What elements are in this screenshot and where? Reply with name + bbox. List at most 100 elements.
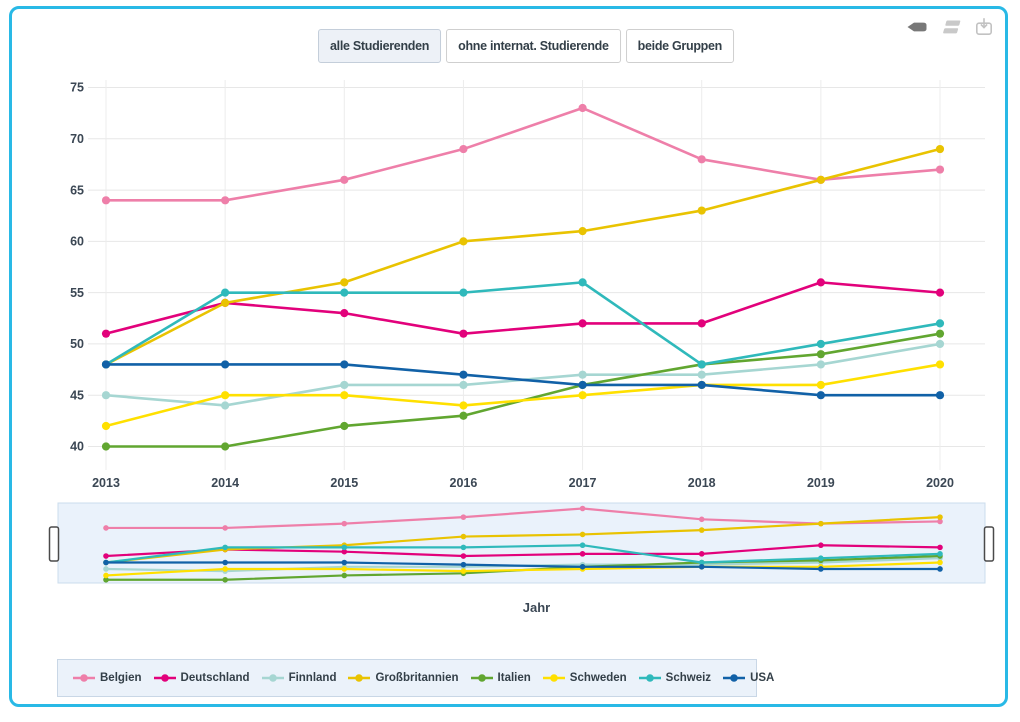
- data-point[interactable]: [578, 370, 587, 379]
- data-point[interactable]: [221, 196, 230, 205]
- view-button-ohne-internat-studierende[interactable]: ohne internat. Studierende: [446, 29, 621, 63]
- view-button-alle-studierenden[interactable]: alle Studierenden: [318, 29, 442, 63]
- x-axis-tick-label: 2015: [330, 476, 358, 490]
- navigator-data-point: [103, 525, 109, 531]
- data-point[interactable]: [935, 391, 945, 400]
- data-point[interactable]: [101, 196, 111, 205]
- rows-icon[interactable]: [939, 19, 963, 35]
- data-point[interactable]: [816, 175, 825, 184]
- navigator-data-point: [579, 564, 586, 570]
- legend-item-Großbritannien[interactable]: Großbritannien: [347, 672, 459, 684]
- data-point[interactable]: [578, 380, 587, 390]
- series-Italien: [101, 329, 945, 451]
- data-point[interactable]: [578, 278, 587, 287]
- x-axis-title: Jahr: [522, 600, 551, 615]
- data-point[interactable]: [697, 370, 706, 379]
- series-line: [105, 281, 941, 366]
- data-point[interactable]: [816, 360, 825, 369]
- data-point[interactable]: [221, 288, 230, 297]
- legend-marker-icon: [542, 674, 565, 682]
- navigator-series-line: [106, 561, 941, 571]
- data-point[interactable]: [340, 360, 349, 369]
- series-USA: [101, 360, 945, 400]
- navigator-data-point: [937, 559, 943, 566]
- navigator: [48, 502, 995, 584]
- legend-item-Schweden[interactable]: Schweden: [542, 672, 627, 684]
- data-point[interactable]: [578, 226, 587, 236]
- data-point[interactable]: [935, 339, 945, 349]
- data-point[interactable]: [816, 350, 825, 359]
- series-Belgien: [101, 103, 945, 205]
- data-point[interactable]: [935, 360, 945, 369]
- navigator-data-point: [579, 551, 586, 557]
- legend-item-Schweiz[interactable]: Schweiz: [638, 672, 711, 684]
- navigator-handle-right[interactable]: [983, 526, 995, 562]
- pen-icon[interactable]: [906, 20, 928, 34]
- data-point[interactable]: [816, 391, 825, 400]
- data-point[interactable]: [340, 175, 349, 184]
- data-point[interactable]: [697, 380, 706, 390]
- data-point[interactable]: [459, 370, 468, 379]
- data-point[interactable]: [578, 391, 587, 400]
- data-point[interactable]: [935, 329, 945, 338]
- legend-marker-icon: [638, 674, 661, 682]
- data-point[interactable]: [221, 298, 230, 307]
- download-icon[interactable]: [974, 17, 994, 37]
- series-line: [105, 281, 941, 335]
- grid: [88, 80, 985, 470]
- navigator-handle-left[interactable]: [48, 526, 60, 562]
- data-point[interactable]: [101, 421, 111, 431]
- data-point[interactable]: [340, 391, 349, 400]
- navigator-data-point: [937, 566, 943, 572]
- data-point[interactable]: [459, 237, 468, 246]
- navigator-data-point: [222, 525, 228, 531]
- data-point[interactable]: [935, 319, 945, 328]
- navigator-data-point: [937, 518, 943, 525]
- data-point[interactable]: [459, 380, 468, 390]
- data-point[interactable]: [935, 288, 945, 297]
- series-Großbritannien: [101, 144, 945, 369]
- legend-item-Finnland[interactable]: Finnland: [261, 672, 336, 684]
- data-point[interactable]: [101, 360, 111, 369]
- data-point[interactable]: [459, 401, 468, 410]
- legend-item-USA[interactable]: USA: [722, 672, 774, 684]
- data-point[interactable]: [221, 401, 230, 410]
- data-point[interactable]: [340, 380, 349, 390]
- data-point[interactable]: [816, 380, 825, 390]
- legend-marker-icon: [348, 674, 371, 682]
- data-point[interactable]: [935, 144, 945, 154]
- data-point[interactable]: [340, 421, 349, 431]
- data-point[interactable]: [816, 339, 825, 349]
- data-point[interactable]: [697, 206, 706, 215]
- data-point[interactable]: [459, 288, 468, 297]
- data-point[interactable]: [340, 278, 349, 287]
- y-axis-tick-label: 45: [70, 388, 84, 402]
- data-point[interactable]: [935, 165, 945, 174]
- navigator-data-point: [341, 520, 348, 527]
- data-point[interactable]: [221, 360, 230, 369]
- data-point[interactable]: [459, 144, 468, 154]
- legend-item-Belgien[interactable]: Belgien: [72, 672, 142, 684]
- legend-item-Deutschland[interactable]: Deutschland: [153, 672, 250, 684]
- chart-card: [9, 6, 1008, 707]
- data-point[interactable]: [101, 391, 111, 400]
- navigator-data-point: [818, 566, 824, 572]
- data-point[interactable]: [697, 360, 706, 369]
- data-point[interactable]: [101, 442, 111, 451]
- data-point[interactable]: [340, 309, 349, 318]
- y-axis-tick-label: 55: [70, 286, 84, 300]
- data-point[interactable]: [578, 103, 587, 113]
- series-Deutschland: [101, 278, 945, 338]
- data-point[interactable]: [101, 329, 111, 338]
- data-point[interactable]: [459, 329, 468, 338]
- data-point[interactable]: [697, 155, 706, 164]
- data-point[interactable]: [221, 391, 230, 400]
- data-point[interactable]: [221, 442, 230, 451]
- data-point[interactable]: [578, 319, 587, 328]
- data-point[interactable]: [459, 411, 468, 420]
- view-button-beide-gruppen[interactable]: beide Gruppen: [625, 29, 734, 63]
- data-point[interactable]: [697, 319, 706, 328]
- data-point[interactable]: [816, 278, 825, 287]
- data-point[interactable]: [340, 288, 349, 297]
- legend-item-Italien[interactable]: Italien: [470, 672, 531, 684]
